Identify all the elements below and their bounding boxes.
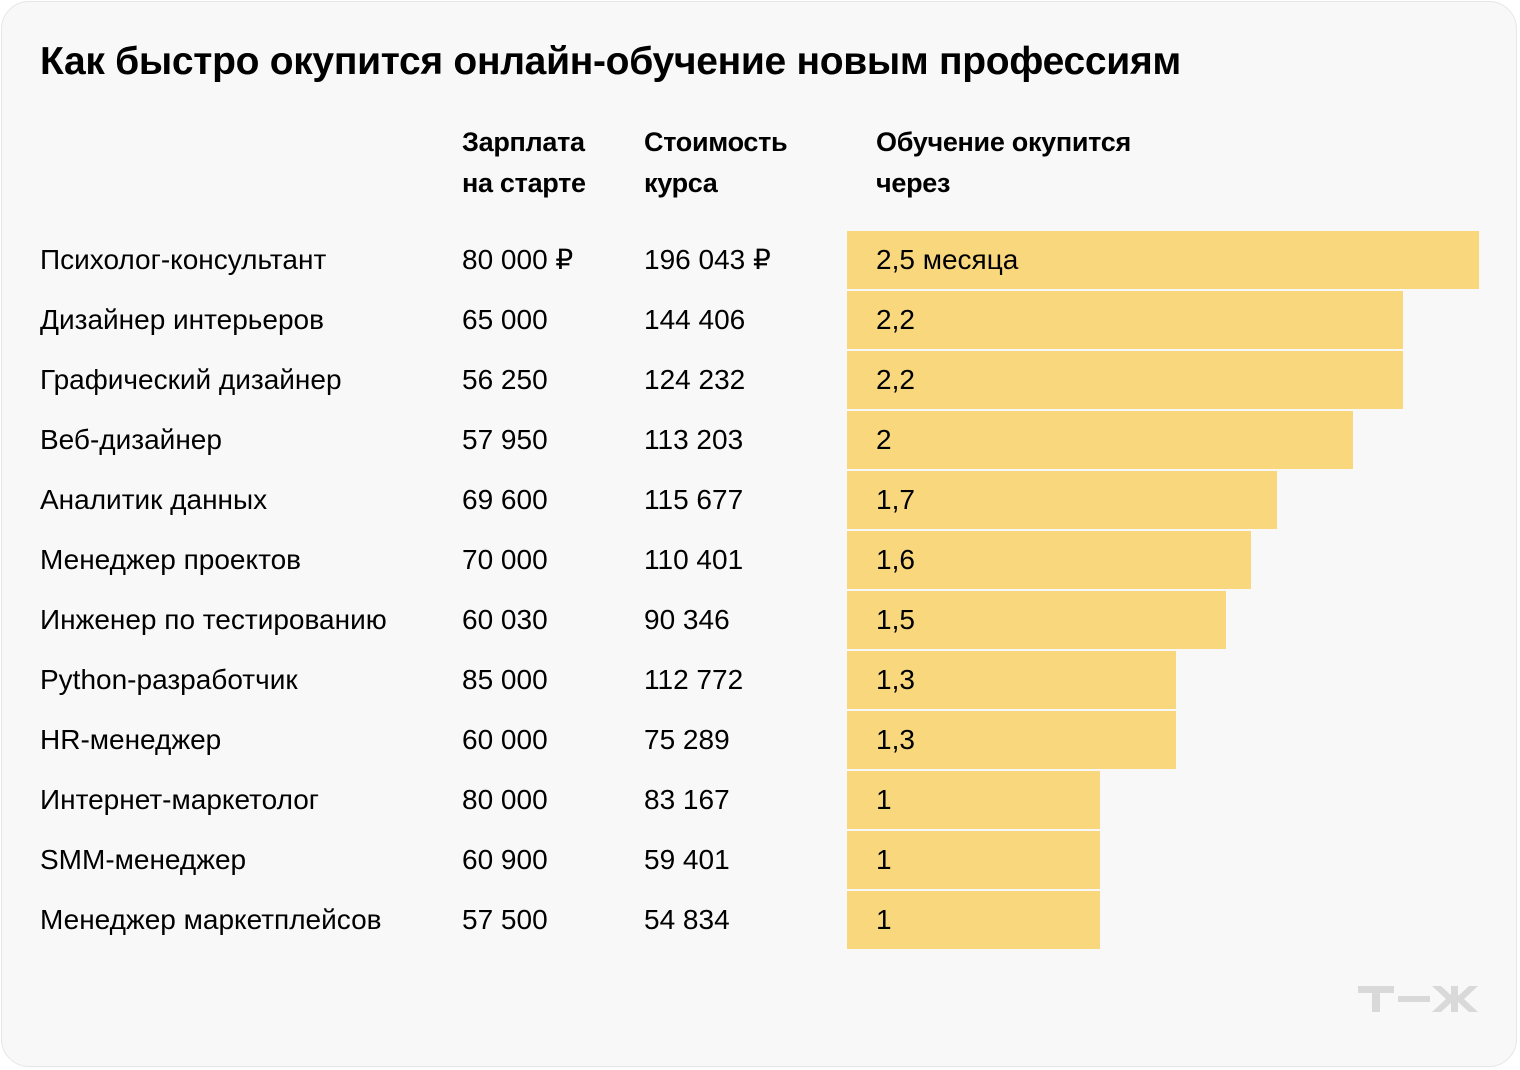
payback-bar: [847, 711, 1176, 769]
salary-value: 65 000: [462, 304, 548, 335]
course-cost-value: 83 167: [644, 784, 730, 815]
header-cost-line2: курса: [644, 168, 718, 198]
salary-value: 56 250: [462, 364, 548, 395]
payback-label: 1,3: [876, 664, 915, 695]
salary-value: 80 000: [462, 784, 548, 815]
tzh-logo: [1358, 986, 1480, 1017]
profession-name: Менеджер проектов: [40, 544, 302, 575]
course-cost-value: 75 289: [644, 724, 730, 755]
payback-bar: [847, 351, 1404, 409]
chart-title: Как быстро окупится онлайн-обучение новы…: [40, 40, 1181, 83]
table-row: Графический дизайнер 56 250 124 232 2,2: [0, 351, 1520, 411]
payback-bar: [847, 291, 1404, 349]
profession-name: Веб-дизайнер: [40, 424, 222, 455]
header-payback: Обучение окупится через: [876, 122, 1131, 204]
payback-label: 1,7: [876, 484, 915, 515]
payback-label: 2,2: [876, 364, 915, 395]
profession-name: SMM-менеджер: [40, 844, 247, 875]
salary-value: 60 030: [462, 604, 548, 635]
course-cost-value: 113 203: [644, 424, 744, 455]
profession-name: Интернет-маркетолог: [40, 784, 320, 815]
payback-bar: [847, 591, 1227, 649]
header-cost: Стоимость курса: [644, 122, 788, 204]
profession-name: Менеджер маркетплейсов: [40, 904, 382, 935]
header-cost-line1: Стоимость: [644, 127, 788, 157]
payback-label: 2,5 месяца: [876, 244, 1019, 275]
payback-label: 1,5: [876, 604, 915, 635]
header-payback-line2: через: [876, 168, 951, 198]
course-cost-value: 110 401: [644, 544, 744, 575]
payback-bar: [847, 531, 1252, 589]
payback-bar: [847, 651, 1176, 709]
header-salary: Зарплата на старте: [462, 122, 586, 204]
profession-name: HR-менеджер: [40, 724, 222, 755]
table-row: Дизайнер интерьеров 65 000 144 406 2,2: [0, 291, 1520, 351]
payback-bar: [847, 471, 1277, 529]
header-salary-line2: на старте: [462, 168, 586, 198]
table-row: Инженер по тестированию 60 030 90 346 1,5: [0, 591, 1520, 651]
profession-name: Инженер по тестированию: [40, 604, 387, 635]
table-row: Менеджер проектов 70 000 110 401 1,6: [0, 531, 1520, 591]
profession-name: Графический дизайнер: [40, 364, 342, 395]
salary-value: 85 000: [462, 664, 548, 695]
table-row: Веб-дизайнер 57 950 113 203 2: [0, 411, 1520, 471]
salary-value: 80 000 ₽: [462, 244, 574, 275]
course-cost-value: 90 346: [644, 604, 730, 635]
course-cost-value: 115 677: [644, 484, 744, 515]
table-row: SMM-менеджер 60 900 59 401 1: [0, 831, 1520, 891]
payback-bar: [847, 771, 1100, 829]
salary-value: 57 500: [462, 904, 548, 935]
payback-bar: [847, 231, 1479, 289]
payback-label: 2,2: [876, 304, 915, 335]
course-cost-value: 112 772: [644, 664, 744, 695]
payback-bar: [847, 831, 1100, 889]
header-salary-line1: Зарплата: [462, 127, 585, 157]
payback-label: 1,3: [876, 724, 915, 755]
table-row: Аналитик данных 69 600 115 677 1,7: [0, 471, 1520, 531]
salary-value: 57 950: [462, 424, 548, 455]
course-cost-value: 196 043 ₽: [644, 244, 771, 275]
profession-name: Python-разработчик: [40, 664, 298, 695]
header-payback-line1: Обучение окупится: [876, 127, 1131, 157]
payback-label: 1: [876, 904, 892, 935]
salary-value: 60 000: [462, 724, 548, 755]
salary-value: 69 600: [462, 484, 548, 515]
course-cost-value: 54 834: [644, 904, 730, 935]
course-cost-value: 124 232: [644, 364, 746, 395]
table-row: Интернет-маркетолог 80 000 83 167 1: [0, 771, 1520, 831]
profession-name: Психолог-консультант: [40, 244, 327, 275]
table-row: HR-менеджер 60 000 75 289 1,3: [0, 711, 1520, 771]
salary-value: 60 900: [462, 844, 548, 875]
course-cost-value: 59 401: [644, 844, 730, 875]
profession-name: Дизайнер интерьеров: [40, 304, 324, 335]
payback-label: 1,6: [876, 544, 915, 575]
table-row: Python-разработчик 85 000 112 772 1,3: [0, 651, 1520, 711]
payback-label: 2: [876, 424, 892, 455]
salary-value: 70 000: [462, 544, 548, 575]
course-cost-value: 144 406: [644, 304, 746, 335]
profession-name: Аналитик данных: [40, 484, 268, 515]
table-row: Психолог-консультант 80 000 ₽ 196 043 ₽ 2,5…: [0, 231, 1520, 291]
table-row: Менеджер маркетплейсов 57 500 54 834 1: [0, 891, 1520, 951]
payback-bar: [847, 411, 1353, 469]
payback-bar: [847, 891, 1100, 949]
payback-label: 1: [876, 844, 892, 875]
payback-label: 1: [876, 784, 892, 815]
